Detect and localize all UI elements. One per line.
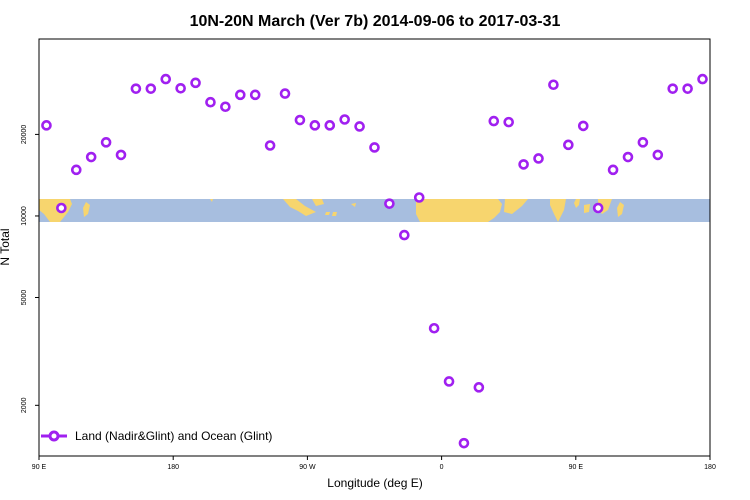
data-point: [145, 83, 157, 94]
y-tick-label: 10000: [21, 206, 28, 226]
data-point: [41, 120, 52, 131]
data-point: [518, 159, 529, 170]
data-point: [369, 142, 380, 153]
data-point: [428, 322, 440, 334]
data-point: [473, 382, 485, 393]
data-point: [294, 114, 306, 126]
data-point: [354, 121, 365, 132]
legend-marker: [48, 430, 60, 442]
x-tick-label: 90 E: [569, 464, 584, 471]
data-point: [220, 101, 231, 113]
legend: Land (Nadir&Glint) and Ocean (Glint): [41, 429, 272, 443]
map-ocean: [39, 199, 710, 222]
data-point: [548, 79, 559, 91]
data-point: [607, 164, 619, 176]
chart-title: 10N-20N March (Ver 7b) 2014-09-06 to 201…: [190, 13, 561, 30]
data-point: [56, 202, 67, 214]
data-point: [652, 149, 664, 161]
y-axis: 2000 5000 10000 20000: [21, 125, 39, 413]
x-tick-label: 180: [167, 464, 179, 471]
data-point: [413, 192, 425, 203]
data-point: [85, 151, 97, 163]
data-point: [279, 88, 291, 99]
data-point: [264, 140, 276, 151]
data-point: [130, 83, 142, 94]
x-axis: 90 E 180 90 W 0 90 E 180: [32, 456, 716, 471]
y-axis-label: N Total: [0, 228, 12, 265]
legend-label: Land (Nadir&Glint) and Ocean (Glint): [75, 429, 272, 443]
data-point: [339, 114, 350, 125]
x-axis-label: Longitude (deg E): [327, 476, 422, 490]
plot-frame: [38, 38, 711, 457]
data-point: [100, 137, 112, 148]
y-tick-label: 20000: [21, 125, 28, 145]
x-tick-label: 180: [704, 464, 716, 471]
data-point: [70, 164, 82, 176]
data-point: [205, 96, 216, 108]
data-point: [309, 120, 321, 131]
x-tick-label: 90 E: [32, 464, 47, 471]
map-strip: [39, 199, 710, 222]
data-point: [190, 77, 201, 89]
data-point: [249, 89, 261, 101]
data-point: [443, 376, 455, 387]
data-point: [175, 82, 186, 94]
data-point: [637, 137, 649, 148]
data-point: [160, 73, 172, 85]
x-tick-label: 0: [440, 464, 444, 471]
data-point: [399, 229, 410, 241]
data-point: [488, 115, 500, 127]
data-point: [384, 198, 395, 209]
data-point: [577, 120, 589, 132]
data-points: [41, 73, 708, 449]
x-tick-label: 90 W: [299, 464, 316, 471]
data-point: [622, 151, 634, 163]
data-point: [697, 73, 708, 85]
data-point: [592, 202, 604, 214]
data-point: [115, 149, 127, 161]
y-tick-label: 5000: [21, 290, 28, 306]
data-point: [563, 139, 574, 151]
data-point: [235, 89, 246, 101]
map-land: [39, 199, 624, 222]
data-point: [324, 120, 336, 131]
data-point: [533, 153, 544, 164]
data-point: [667, 83, 679, 94]
data-point: [458, 437, 470, 449]
data-point: [682, 83, 693, 94]
y-tick-label: 2000: [21, 397, 28, 413]
data-point: [503, 116, 515, 128]
